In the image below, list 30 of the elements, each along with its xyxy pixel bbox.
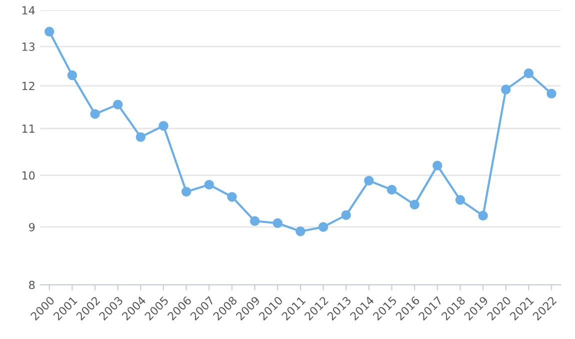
point xyxy=(250,216,260,226)
point xyxy=(227,192,237,202)
point xyxy=(272,218,282,228)
y-tick-label: 11 xyxy=(22,124,34,133)
point xyxy=(158,120,168,131)
point xyxy=(386,184,397,195)
y-tick-label: 12 xyxy=(22,82,34,90)
point xyxy=(524,68,534,78)
y-tick-label: 10 xyxy=(22,171,35,180)
point xyxy=(318,222,328,232)
point xyxy=(90,109,100,119)
point xyxy=(136,132,146,142)
point xyxy=(44,26,54,37)
point xyxy=(410,200,420,210)
point xyxy=(455,195,466,205)
point xyxy=(478,210,488,221)
point xyxy=(67,70,78,80)
point xyxy=(546,88,556,98)
point xyxy=(296,226,306,236)
point xyxy=(204,180,214,190)
point xyxy=(432,160,442,170)
y-tick-label: 9 xyxy=(29,222,35,232)
y-tick-label: 8 xyxy=(29,280,35,290)
point xyxy=(500,84,511,94)
point xyxy=(181,186,192,197)
point xyxy=(112,100,123,110)
y-tick-label: 13 xyxy=(22,42,34,51)
y-tick-label: 14 xyxy=(22,6,35,14)
point xyxy=(341,210,351,220)
point xyxy=(364,176,374,186)
